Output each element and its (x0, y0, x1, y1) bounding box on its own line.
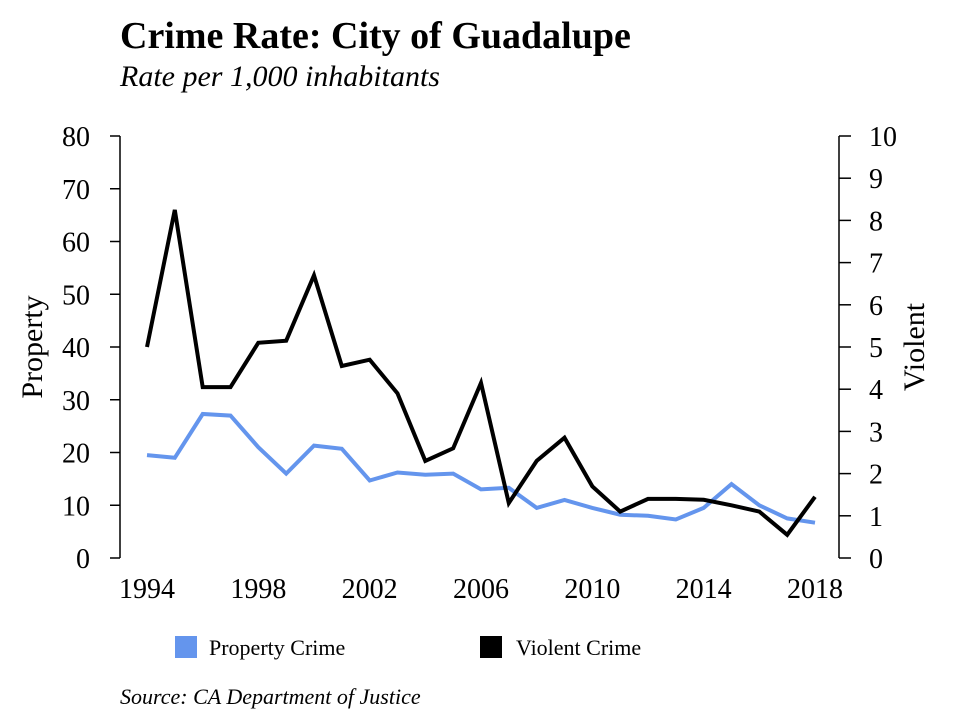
right-tick-label: 0 (869, 544, 883, 575)
legend-label-violent: Violent Crime (516, 635, 641, 660)
x-tick-label: 2002 (342, 574, 398, 605)
right-tick-label: 4 (869, 375, 883, 406)
right-tick-label: 9 (869, 164, 883, 195)
chart-title: Crime Rate: City of Guadalupe (120, 15, 631, 57)
left-tick-label: 30 (62, 386, 90, 417)
right-tick-label: 6 (869, 291, 883, 322)
left-tick-label: 0 (76, 544, 90, 575)
left-axis-title: Property (16, 295, 49, 398)
property-crime-line (146, 411, 816, 525)
right-tick-label: 10 (869, 122, 897, 153)
left-tick-label: 80 (62, 122, 90, 153)
right-tick-label: 7 (869, 249, 883, 280)
x-tick-label: 1998 (230, 574, 286, 605)
right-tick-label: 3 (869, 417, 883, 448)
left-tick-label: 20 (62, 439, 90, 470)
x-tick-label: 1994 (119, 574, 175, 605)
x-tick-label: 2006 (453, 574, 509, 605)
legend-swatch-property (175, 636, 197, 658)
chart-subtitle: Rate per 1,000 inhabitants (120, 60, 440, 93)
right-tick-label: 1 (869, 502, 883, 533)
x-tick-label: 2018 (787, 574, 843, 605)
right-axis-title: Violent (898, 302, 931, 391)
left-tick-label: 70 (62, 175, 90, 206)
source-note: Source: CA Department of Justice (120, 684, 421, 709)
right-tick-label: 5 (869, 333, 883, 364)
x-tick-label: 2010 (564, 574, 620, 605)
legend-swatch-violent (480, 636, 502, 658)
left-tick-label: 40 (62, 333, 90, 364)
left-tick-label: 10 (62, 491, 90, 522)
left-tick-label: 50 (62, 280, 90, 311)
x-tick-label: 2014 (676, 574, 732, 605)
right-tick-label: 8 (869, 206, 883, 237)
right-tick-label: 2 (869, 460, 883, 491)
violent-crime-line (145, 209, 817, 538)
left-tick-label: 60 (62, 228, 90, 259)
legend-label-property: Property Crime (209, 635, 345, 660)
